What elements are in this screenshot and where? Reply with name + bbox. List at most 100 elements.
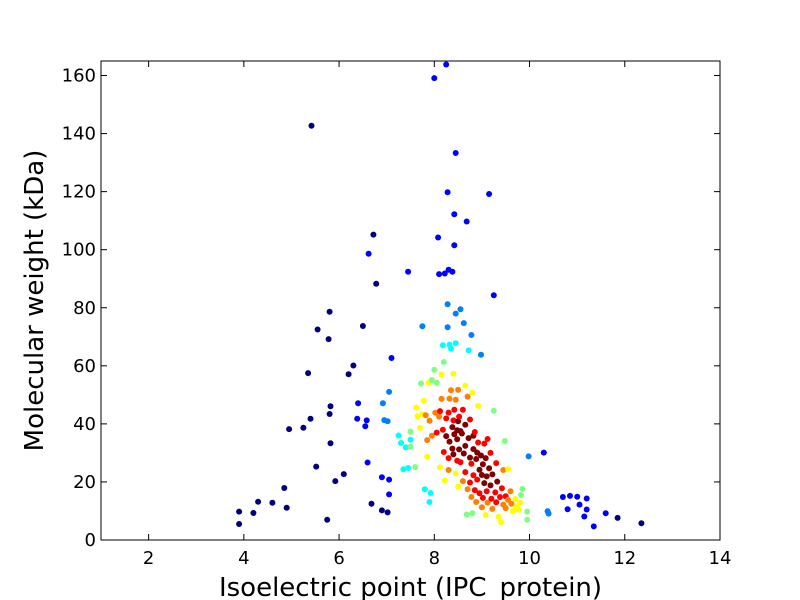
data-point <box>467 479 473 486</box>
data-point <box>455 386 462 393</box>
data-point <box>427 490 434 496</box>
data-point <box>444 324 451 331</box>
data-point <box>559 494 566 500</box>
data-point <box>452 310 459 317</box>
data-point <box>370 231 377 238</box>
data-point <box>426 417 433 424</box>
data-point <box>498 519 504 525</box>
data-point <box>614 514 621 521</box>
data-point <box>486 191 493 197</box>
data-point <box>484 499 491 506</box>
x-tick-label: 12 <box>613 548 636 569</box>
y-tick-label: 100 <box>62 240 96 261</box>
data-point <box>481 480 488 487</box>
data-point <box>478 351 484 358</box>
data-point <box>436 413 443 420</box>
data-point <box>567 492 573 499</box>
data-point <box>428 377 435 383</box>
data-point <box>441 270 448 277</box>
data-point <box>417 424 423 431</box>
data-point <box>495 513 502 520</box>
data-point <box>422 412 429 419</box>
data-point <box>421 486 428 493</box>
data-point <box>486 465 493 472</box>
data-point <box>488 495 495 502</box>
data-point <box>438 371 445 378</box>
data-point <box>432 409 439 416</box>
y-tick-label: 80 <box>73 298 96 319</box>
data-point <box>419 323 426 330</box>
data-point <box>379 400 386 407</box>
data-point <box>475 402 482 409</box>
data-point <box>445 409 452 416</box>
data-point <box>435 234 442 241</box>
data-point <box>448 345 454 352</box>
data-point <box>378 507 385 514</box>
data-point <box>455 483 462 490</box>
data-point <box>450 370 457 377</box>
data-point <box>355 400 362 407</box>
data-point <box>500 467 507 473</box>
data-point <box>445 467 452 473</box>
data-point <box>443 415 450 422</box>
data-point <box>460 450 467 457</box>
data-point <box>602 510 609 517</box>
data-point <box>439 426 446 433</box>
data-point <box>638 520 645 527</box>
data-point <box>462 382 469 389</box>
data-point <box>581 513 588 520</box>
data-point <box>516 506 523 513</box>
data-point <box>494 478 501 485</box>
data-point <box>283 504 290 511</box>
data-point <box>413 404 420 411</box>
data-point <box>518 492 524 498</box>
data-point <box>345 371 352 378</box>
data-point <box>269 499 276 506</box>
data-point <box>583 506 590 513</box>
data-point <box>433 379 440 386</box>
data-point <box>308 122 315 129</box>
y-tick-label: 0 <box>85 530 96 551</box>
data-point <box>468 494 475 500</box>
data-point <box>465 347 472 354</box>
data-point <box>286 426 293 433</box>
data-point <box>519 485 526 492</box>
data-point <box>437 408 443 415</box>
data-point <box>327 440 334 447</box>
data-point <box>505 466 512 473</box>
data-point <box>459 478 466 485</box>
data-point <box>590 523 597 530</box>
data-point <box>431 366 438 373</box>
data-point <box>412 464 419 471</box>
data-point <box>365 250 372 257</box>
data-point <box>483 473 490 480</box>
data-point <box>443 61 450 68</box>
data-point <box>362 423 369 430</box>
data-point <box>437 464 443 471</box>
data-point <box>460 320 467 327</box>
data-point <box>440 359 447 365</box>
data-point <box>512 496 519 503</box>
data-point <box>456 446 463 453</box>
data-point <box>524 508 531 515</box>
data-point <box>479 461 486 468</box>
data-point <box>478 504 485 511</box>
plot-frame <box>100 60 721 541</box>
data-point <box>431 75 438 82</box>
data-point <box>467 454 473 461</box>
data-point <box>446 438 453 445</box>
data-point <box>441 477 448 484</box>
data-point <box>446 395 453 402</box>
data-point <box>481 440 488 447</box>
data-point <box>388 355 395 361</box>
data-point <box>459 406 466 413</box>
data-point <box>525 453 532 460</box>
data-point <box>364 459 371 466</box>
data-point <box>482 512 489 518</box>
data-point <box>314 326 321 333</box>
data-point <box>490 407 497 414</box>
data-point <box>462 421 469 428</box>
data-point <box>463 218 470 225</box>
data-point <box>498 485 505 492</box>
x-tick-label: 14 <box>709 548 732 569</box>
